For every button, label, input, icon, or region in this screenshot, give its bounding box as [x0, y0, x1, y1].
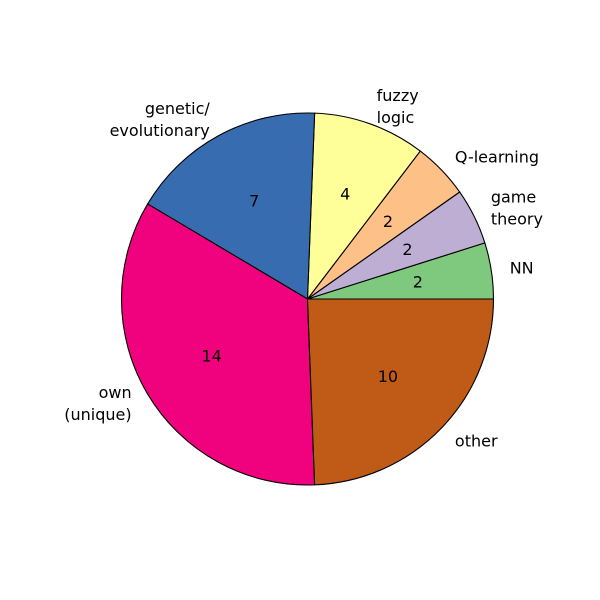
pie-slice-own-unique: [120, 203, 316, 486]
pie-label-own-unique: own (unique): [64, 383, 131, 424]
pie-value-other: 10: [378, 367, 398, 386]
pie-value-fuzzy-logic: 4: [340, 184, 350, 203]
pie-slice-fuzzy-logic: [306, 112, 421, 300]
pie-slice-other: [306, 298, 495, 486]
pie-value-own-unique: 14: [201, 347, 221, 366]
pie-value-nn: 2: [413, 272, 423, 291]
pie-value-q-learning: 2: [383, 212, 393, 231]
pie-label-fuzzy-logic: fuzzy logic: [377, 86, 419, 127]
pie-category-labels: NN game theory Q-learning fuzzy logic genetic/…: [64, 86, 543, 450]
pie-slice-genetic-evolutionary: [147, 112, 316, 300]
pie-value-game-theory: 2: [402, 240, 412, 259]
pie-slices: [120, 112, 495, 486]
pie-label-game-theory: game theory: [491, 188, 543, 229]
pie-label-nn: NN: [510, 258, 534, 277]
pie-label-q-learning: Q-learning: [455, 148, 539, 167]
pie-label-genetic-evolutionary: genetic/evolutionary: [110, 99, 211, 140]
pie-value-genetic-evolutionary: 7: [249, 191, 259, 210]
pie-label-other: other: [455, 431, 498, 450]
